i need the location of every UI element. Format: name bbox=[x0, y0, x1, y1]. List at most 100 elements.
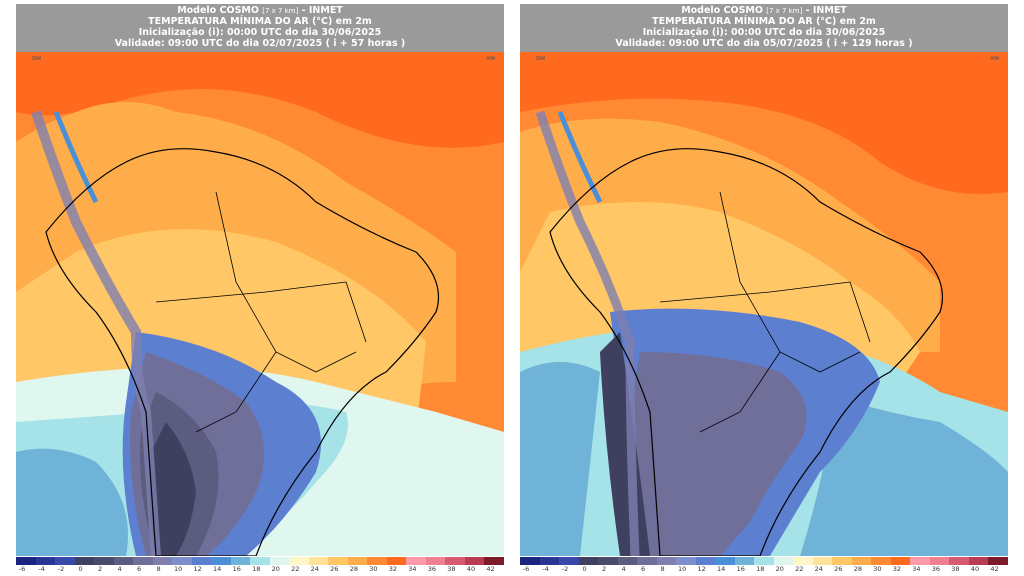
colorbar-swatch bbox=[988, 557, 1009, 565]
colorbar-swatch bbox=[367, 557, 388, 565]
colorbar-tick-label: 26 bbox=[330, 565, 339, 573]
colorbar-swatch bbox=[812, 557, 833, 565]
colorbar-tick-label: 4 bbox=[621, 565, 626, 573]
colorbar-tick-label: 16 bbox=[232, 565, 241, 573]
colorbar-swatch bbox=[328, 557, 349, 565]
colorbar-swatch bbox=[734, 557, 755, 565]
colorbar-tick-label: 8 bbox=[660, 565, 665, 573]
colorbar-swatch bbox=[656, 557, 677, 565]
colorbar-swatch bbox=[793, 557, 814, 565]
colorbar-swatch bbox=[929, 557, 950, 565]
colorbar-tick-label: 40 bbox=[970, 565, 980, 573]
colorbar-swatch bbox=[851, 557, 872, 565]
colorbar-swatch bbox=[637, 557, 658, 565]
colorbar-swatch bbox=[172, 557, 193, 565]
model-title: Modelo COSMO [7 x 7 km] - INMET bbox=[177, 5, 343, 16]
colorbar-swatch bbox=[539, 557, 560, 565]
variable-title: TEMPERATURA MÍNIMA DO AR (°C) em 2m bbox=[652, 16, 876, 27]
colorbar-tick-label: 8 bbox=[156, 565, 161, 573]
colorbar-swatch bbox=[578, 557, 599, 565]
colorbar-swatch bbox=[113, 557, 134, 565]
colorbar-swatch bbox=[676, 557, 697, 565]
colorbar-swatch bbox=[715, 557, 736, 565]
temperature-map: 80W 40W bbox=[520, 52, 1008, 556]
colorbar-swatch bbox=[968, 557, 989, 565]
panel-header: Modelo COSMO [7 x 7 km] - INMET TEMPERAT… bbox=[520, 4, 1008, 52]
colorbar-swatch bbox=[559, 557, 580, 565]
colorbar-tick-label: -4 bbox=[542, 565, 549, 573]
colorbar-swatch bbox=[55, 557, 76, 565]
colorbar-tick-label: 32 bbox=[892, 565, 902, 573]
colorbar-tick-label: 34 bbox=[408, 565, 417, 573]
colorbar-swatch bbox=[890, 557, 911, 565]
colorbar-swatch bbox=[425, 557, 446, 565]
validity-time: Validade: 09:00 UTC do dia 02/07/2025 ( … bbox=[114, 38, 406, 49]
colorbar-tick-label: 42 bbox=[486, 565, 495, 573]
map-panel-left: Modelo COSMO [7 x 7 km] - INMET TEMPERAT… bbox=[16, 4, 505, 573]
colorbar-tick-label: 42 bbox=[990, 565, 999, 573]
colorbar-tick-label: 38 bbox=[447, 565, 456, 573]
colorbar-tick-label: 6 bbox=[137, 565, 142, 573]
colorbar-tick-label: 18 bbox=[252, 565, 261, 573]
colorbar-tick-label: 20 bbox=[271, 565, 280, 573]
colorbar-tick-label: -6 bbox=[18, 565, 26, 573]
colorbar-tick-label: 6 bbox=[641, 565, 646, 573]
initialization-time: Inicialização (i): 00:00 UTC do dia 30/0… bbox=[642, 27, 886, 38]
colorbar-swatch bbox=[910, 557, 931, 565]
colorbar-swatch bbox=[754, 557, 775, 565]
colorbar-swatch bbox=[133, 557, 154, 565]
colorbar-swatch bbox=[617, 557, 638, 565]
colorbar-swatch bbox=[35, 557, 56, 565]
colorbar-tick-label: 22 bbox=[795, 565, 804, 573]
colorbar-swatch bbox=[464, 557, 485, 565]
colorbar-swatch bbox=[230, 557, 251, 565]
colorbar-swatch bbox=[74, 557, 95, 565]
panel-header: Modelo COSMO [7 x 7 km] - INMET TEMPERAT… bbox=[16, 4, 504, 52]
initialization-time: Inicialização (i): 00:00 UTC do dia 30/0… bbox=[138, 27, 382, 38]
colorbar-swatch bbox=[289, 557, 310, 565]
colorbar-swatch bbox=[211, 557, 232, 565]
colorbar-tick-label: 22 bbox=[291, 565, 300, 573]
colorbar-swatch bbox=[250, 557, 271, 565]
colorbar-swatch bbox=[347, 557, 368, 565]
colorbar-tick-label: 12 bbox=[193, 565, 202, 573]
colorbar-tick-label: 36 bbox=[427, 565, 437, 573]
colorbar-tick-label: 34 bbox=[912, 565, 921, 573]
colorbar-tick-label: 0 bbox=[582, 565, 587, 573]
colorbar-swatch bbox=[406, 557, 427, 565]
colorbar-tick-label: 36 bbox=[931, 565, 941, 573]
colorbar-tick-label: 26 bbox=[834, 565, 843, 573]
colorbar-tick-label: 16 bbox=[736, 565, 745, 573]
svg-text:80W: 80W bbox=[536, 56, 546, 62]
variable-title: TEMPERATURA MÍNIMA DO AR (°C) em 2m bbox=[148, 16, 372, 27]
colorbar-tick-label: 28 bbox=[349, 565, 358, 573]
colorbar-swatch bbox=[152, 557, 173, 565]
map-panel-right: Modelo COSMO [7 x 7 km] - INMET TEMPERAT… bbox=[520, 4, 1009, 573]
svg-text:40W: 40W bbox=[486, 56, 496, 62]
colorbar-tick-label: 10 bbox=[678, 565, 687, 573]
colorbar-tick-label: 32 bbox=[388, 565, 398, 573]
colorbar-tick-label: 20 bbox=[775, 565, 784, 573]
colorbar-swatch bbox=[871, 557, 892, 565]
colorbar-tick-label: 24 bbox=[814, 565, 823, 573]
colorbar-tick-label: -4 bbox=[38, 565, 45, 573]
temperature-map: 80W 40W bbox=[16, 52, 504, 556]
colorbar-tick-label: 30 bbox=[369, 565, 378, 573]
colorbar-tick-label: 14 bbox=[213, 565, 222, 573]
colorbar-tick-label: 2 bbox=[602, 565, 607, 573]
colorbar-swatch bbox=[445, 557, 466, 565]
colorbar-tick-label: -2 bbox=[57, 565, 65, 573]
temperature-colorbar: -6 -4 -2 0 2 4 6 8 10 12 14 16 18 20 22 24 26 28 30 32 34 36 3… bbox=[16, 557, 505, 573]
colorbar-tick-label: 4 bbox=[117, 565, 122, 573]
colorbar-swatch bbox=[695, 557, 716, 565]
colorbar-tick-label: 0 bbox=[78, 565, 83, 573]
colorbar-swatch bbox=[191, 557, 212, 565]
colorbar-tick-label: 40 bbox=[466, 565, 476, 573]
colorbar-tick-label: 14 bbox=[717, 565, 726, 573]
colorbar-tick-label: 24 bbox=[310, 565, 319, 573]
colorbar-swatch bbox=[832, 557, 853, 565]
svg-text:40W: 40W bbox=[990, 56, 1000, 62]
colorbar-swatch bbox=[94, 557, 115, 565]
colorbar-tick-label: 12 bbox=[697, 565, 706, 573]
colorbar-swatch bbox=[386, 557, 407, 565]
